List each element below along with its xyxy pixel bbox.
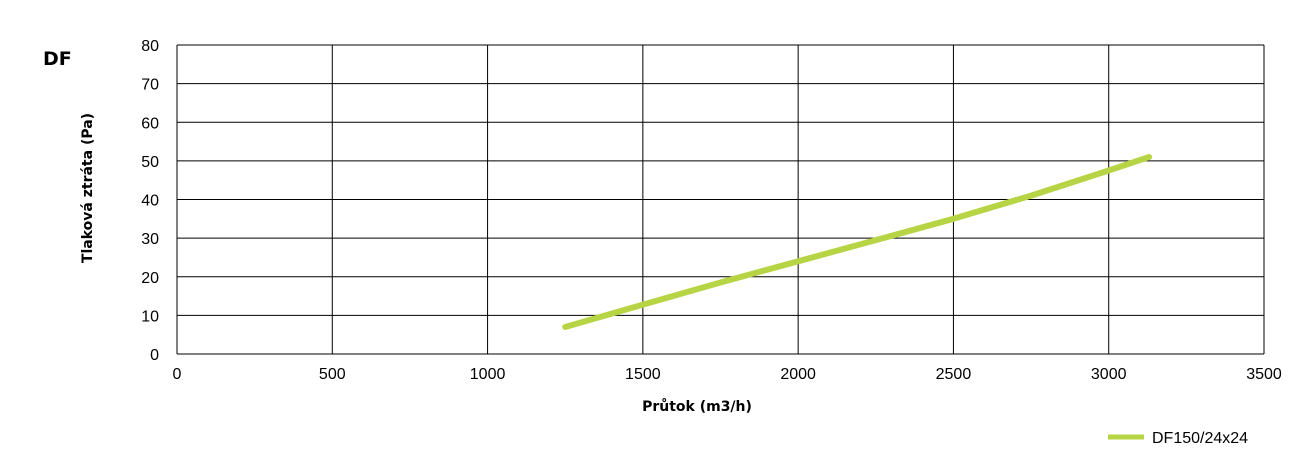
- legend-label: DF150/24x24: [1152, 430, 1248, 447]
- y-tick-label: 40: [141, 193, 159, 210]
- y-tick-label: 50: [141, 154, 159, 171]
- grid: [176, 44, 1265, 355]
- x-tick-label: 2000: [780, 366, 816, 383]
- x-tick-label: 1000: [470, 366, 506, 383]
- x-tick-label: 3500: [1246, 366, 1282, 383]
- chart-title: DF: [43, 48, 72, 70]
- x-tick-label: 3000: [1091, 366, 1127, 383]
- x-tick-label: 500: [319, 366, 346, 383]
- x-tick-label: 2500: [936, 366, 972, 383]
- x-tick-label: 1500: [625, 366, 661, 383]
- x-tick-label: 0: [173, 366, 182, 383]
- y-tick-label: 60: [141, 115, 159, 132]
- x-axis-title: Průtok (m3/h): [642, 398, 752, 415]
- y-tick-label: 20: [141, 270, 159, 287]
- y-axis-title: Tlaková ztráta (Pa): [80, 113, 96, 263]
- y-tick-label: 70: [141, 77, 159, 94]
- y-tick-label: 80: [141, 38, 159, 55]
- y-tick-label: 0: [150, 347, 159, 364]
- tick-labels: 0 10 20 30 40 50 60 70 80 0 500 1000 1500 2000 2500 300…: [141, 38, 1282, 383]
- series-line: [562, 154, 1153, 330]
- legend: DF150/24x24: [1108, 430, 1248, 447]
- series-layer: [562, 154, 1153, 330]
- y-tick-label: 30: [141, 231, 159, 248]
- y-tick-label: 10: [141, 308, 159, 325]
